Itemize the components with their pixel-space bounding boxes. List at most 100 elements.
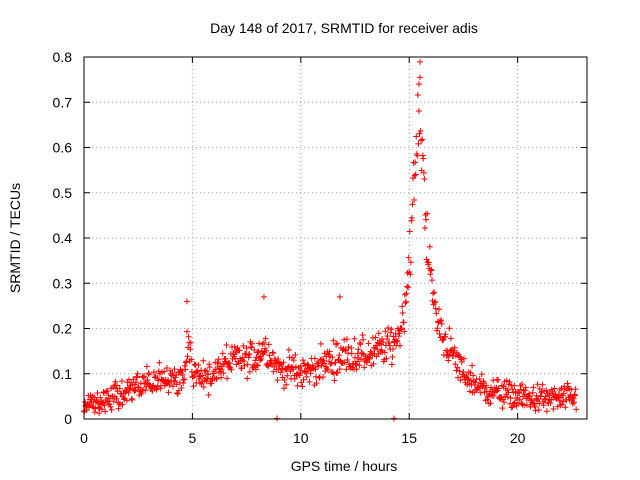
data-point xyxy=(419,152,426,159)
data-point xyxy=(570,395,577,402)
data-point xyxy=(334,369,341,376)
data-point xyxy=(281,377,288,384)
data-point xyxy=(182,366,189,373)
data-point xyxy=(501,399,508,406)
data-point xyxy=(555,393,562,400)
data-point xyxy=(392,330,399,337)
data-point xyxy=(253,361,260,368)
data-point xyxy=(526,393,533,400)
data-point xyxy=(388,361,395,368)
data-point xyxy=(442,331,449,338)
data-point xyxy=(260,293,267,300)
data-point xyxy=(215,356,222,363)
data-point xyxy=(332,359,339,366)
data-point xyxy=(417,127,424,134)
x-tick-label: 5 xyxy=(189,430,197,446)
data-point xyxy=(131,381,138,388)
data-point xyxy=(116,385,123,392)
data-point xyxy=(97,394,104,401)
data-point xyxy=(421,225,428,231)
data-point xyxy=(328,360,335,367)
data-point xyxy=(407,271,414,278)
data-point xyxy=(521,402,528,409)
x-axis-label: GPS time / hours xyxy=(291,458,398,474)
data-point xyxy=(213,375,220,382)
data-point xyxy=(511,382,518,389)
data-point xyxy=(182,359,189,366)
data-point xyxy=(297,363,304,370)
data-point xyxy=(388,326,395,333)
data-point xyxy=(484,396,491,403)
data-point xyxy=(180,379,187,386)
data-point xyxy=(142,387,149,394)
data-point xyxy=(222,355,229,362)
data-point xyxy=(115,405,122,412)
data-point xyxy=(313,380,320,387)
data-point xyxy=(427,271,434,278)
data-point xyxy=(420,155,427,162)
data-point xyxy=(453,367,460,374)
data-point xyxy=(540,402,547,409)
data-point xyxy=(114,382,121,389)
data-point xyxy=(436,330,443,337)
data-point xyxy=(432,298,439,305)
data-point xyxy=(119,401,126,408)
data-point xyxy=(412,171,419,178)
data-point xyxy=(466,388,473,395)
y-tick-label: 0.5 xyxy=(53,185,73,201)
data-point xyxy=(133,373,140,380)
data-point xyxy=(456,368,463,375)
data-point xyxy=(445,357,452,364)
data-point xyxy=(343,336,350,343)
data-point xyxy=(187,346,194,353)
data-point xyxy=(161,368,168,375)
data-point xyxy=(534,397,541,404)
data-point xyxy=(163,365,170,372)
data-point xyxy=(191,372,198,379)
data-point xyxy=(418,137,425,144)
data-point xyxy=(506,378,513,385)
data-point xyxy=(341,336,348,343)
data-point xyxy=(214,360,221,367)
data-point xyxy=(105,392,112,399)
data-point xyxy=(389,354,396,361)
data-point xyxy=(154,375,161,382)
data-point xyxy=(359,331,366,338)
data-point xyxy=(183,298,190,305)
data-point xyxy=(406,228,413,235)
data-point xyxy=(415,108,422,115)
data-point xyxy=(169,383,176,390)
data-point xyxy=(414,92,421,99)
data-point xyxy=(409,201,416,208)
data-point xyxy=(330,370,337,377)
data-point xyxy=(179,372,186,378)
data-point xyxy=(236,347,243,354)
data-point xyxy=(284,372,291,379)
data-point xyxy=(400,319,407,326)
data-point xyxy=(245,354,252,361)
data-point xyxy=(476,385,483,392)
data-point xyxy=(399,303,406,310)
data-point xyxy=(329,354,336,361)
data-point xyxy=(200,357,207,364)
data-point xyxy=(257,357,264,364)
data-point xyxy=(317,340,324,347)
data-point xyxy=(143,363,150,370)
data-point xyxy=(173,381,180,388)
data-point xyxy=(382,328,389,335)
data-point xyxy=(529,389,536,396)
data-point xyxy=(311,355,318,362)
data-point xyxy=(231,343,238,350)
data-point xyxy=(366,354,373,361)
data-point xyxy=(299,383,306,390)
data-point xyxy=(165,389,172,396)
data-point xyxy=(190,383,197,390)
data-point xyxy=(255,348,262,355)
grid-lines xyxy=(84,57,587,419)
data-point xyxy=(403,290,410,297)
data-point xyxy=(220,370,227,377)
data-point xyxy=(205,391,212,398)
data-point xyxy=(550,405,557,412)
data-point xyxy=(380,339,387,346)
data-point xyxy=(180,376,187,383)
